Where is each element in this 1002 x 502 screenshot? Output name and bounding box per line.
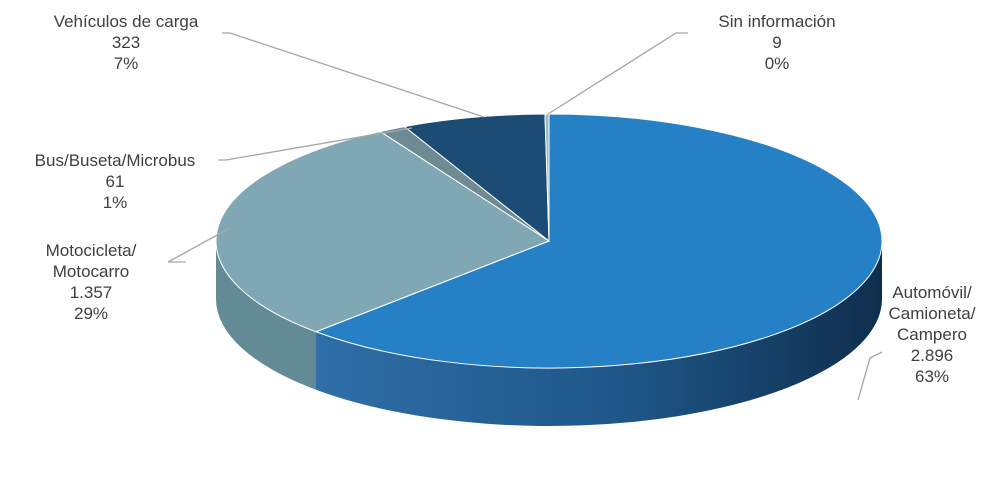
leader-lines (167, 32, 883, 401)
slice-automovil-camioneta-campero (314, 113, 883, 369)
pie-tops (215, 113, 883, 369)
data-label-bus-buseta-microbus: Bus/Buseta/Microbus 61 1% (35, 151, 196, 212)
leader-line-vehiculos-de-carga (222, 32, 485, 118)
data-label-sin-informacion: Sin información 9 0% (718, 12, 835, 73)
pie-sides (216, 241, 882, 426)
slice-labels: Automóvil/Camioneta/Campero 2.896 63% Motoc… (35, 12, 976, 386)
slice-side-automovil-camioneta-campero (316, 241, 882, 426)
data-label-motocicleta-motocarro: Motocicleta/Motocarro 1.357 29% (46, 241, 137, 323)
slice-motocicleta-motocarro (215, 130, 551, 333)
data-label-vehiculos-de-carga: Vehículos de carga 323 7% (54, 12, 199, 73)
data-label-automovil-camioneta-campero: Automóvil/Camioneta/Campero 2.896 63% (889, 283, 976, 386)
leader-line-motocicleta-motocarro (167, 227, 231, 263)
leader-line-automovil-camioneta-campero (857, 351, 883, 401)
leader-line-sin-informacion (547, 32, 688, 115)
leader-line-bus-buseta-microbus (218, 127, 413, 161)
slice-vehiculos-de-carga (403, 113, 550, 243)
slice-side-motocicleta-motocarro (216, 241, 317, 390)
